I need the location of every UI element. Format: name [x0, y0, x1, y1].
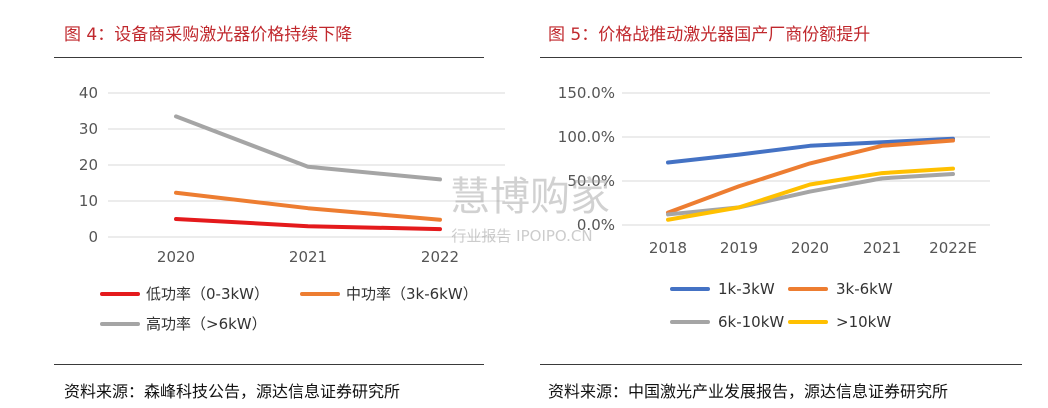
- y-tick-label: 20: [79, 156, 98, 174]
- legend-label: 高功率（>6kW）: [146, 315, 267, 333]
- x-tick-label: 2021: [289, 248, 327, 266]
- y-tick-label: 100.0%: [558, 128, 615, 146]
- series-line: [666, 138, 955, 215]
- x-tick-label: 2018: [649, 239, 687, 257]
- legend-label: 中功率（3k-6kW）: [346, 285, 478, 303]
- left-chart-title: 图 4：设备商采购激光器价格持续下降: [64, 25, 353, 45]
- left-source-note: 资料来源：森峰科技公告，源达信息证券研究所: [64, 382, 401, 401]
- x-tick-label: 2022: [421, 248, 459, 266]
- series-line: [174, 114, 442, 182]
- y-tick-label: 30: [79, 120, 98, 138]
- bottom-rule-left: [54, 364, 484, 365]
- y-tick-label: 40: [79, 84, 98, 102]
- legend-label: 低功率（0-3kW）: [146, 285, 269, 303]
- x-tick-label: 2022E: [929, 239, 977, 257]
- series-line: [666, 171, 955, 217]
- legend-label: 6k-10kW: [718, 313, 784, 331]
- series-line: [666, 136, 955, 165]
- series-line: [666, 166, 955, 222]
- right-source-note: 资料来源：中国激光产业发展报告，源达信息证券研究所: [548, 382, 949, 401]
- x-tick-label: 2020: [791, 239, 829, 257]
- top-rule-left: [54, 57, 484, 58]
- series-line: [174, 217, 442, 232]
- y-tick-label: 150.0%: [558, 84, 615, 102]
- legend-label: 3k-6kW: [836, 280, 893, 298]
- x-tick-label: 2019: [720, 239, 758, 257]
- y-tick-label: 10: [79, 192, 98, 210]
- watermark-text: 行业报告 IPOIPO.CN: [451, 227, 592, 245]
- legend-label: 1k-3kW: [718, 280, 775, 298]
- y-tick-label: 50.0%: [567, 172, 615, 190]
- top-rule-right: [540, 57, 1022, 58]
- watermark-logo: 慧博购家: [450, 174, 610, 220]
- x-tick-label: 2020: [157, 248, 195, 266]
- y-tick-label: 0: [88, 228, 98, 246]
- x-tick-label: 2021: [863, 239, 901, 257]
- right-chart-title: 图 5：价格战推动激光器国产厂商份额提升: [548, 25, 871, 45]
- y-tick-label: 0.0%: [577, 216, 615, 234]
- series-line: [174, 190, 442, 222]
- bottom-rule-right: [540, 364, 1022, 365]
- legend-label: >10kW: [836, 313, 891, 331]
